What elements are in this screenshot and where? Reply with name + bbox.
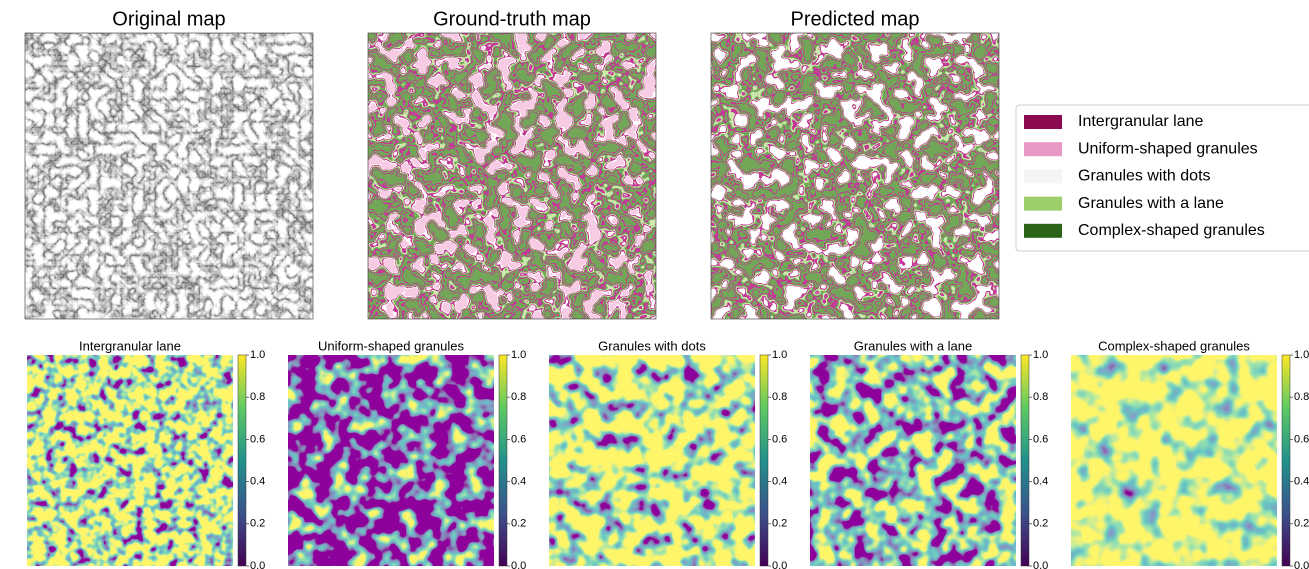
map-image xyxy=(368,33,656,319)
colorbar-tick-label: 0.0 xyxy=(511,560,526,569)
colorbar-tick-label: 0.6 xyxy=(1033,433,1048,445)
colorbar xyxy=(760,355,768,566)
colorbar-tick-label: 0.2 xyxy=(772,518,787,530)
colorbar-tick-label: 1.0 xyxy=(511,349,526,361)
probability-map xyxy=(288,355,494,566)
panel-title: Intergranular lane xyxy=(79,338,181,353)
probability-map xyxy=(27,355,233,566)
legend-swatch xyxy=(1024,142,1062,156)
colorbar-tick-label: 0.2 xyxy=(1033,518,1048,530)
colorbar-tick-label: 0.2 xyxy=(511,518,526,530)
colorbar-tick-label: 0.8 xyxy=(250,391,265,403)
colorbar-tick-label: 0.2 xyxy=(1294,518,1309,530)
legend-label: Granules with dots xyxy=(1078,168,1211,185)
colorbar-tick-label: 0.6 xyxy=(250,433,265,445)
colorbar-tick-label: 0.2 xyxy=(250,518,265,530)
colorbar xyxy=(1021,355,1029,566)
probability-map xyxy=(810,355,1016,566)
panel-title: Original map xyxy=(112,8,225,30)
panel-title: Uniform-shaped granules xyxy=(318,338,464,353)
colorbar-tick-label: 0.0 xyxy=(1033,560,1048,569)
map-image xyxy=(711,33,999,319)
colorbar-tick-label: 1.0 xyxy=(772,349,787,361)
legend-swatch xyxy=(1024,197,1062,211)
colorbar-tick-label: 1.0 xyxy=(1033,349,1048,361)
legend-label: Uniform-shaped granules xyxy=(1078,140,1258,157)
colorbar-tick-label: 0.4 xyxy=(511,476,526,488)
panel-title: Ground-truth map xyxy=(433,8,591,30)
colorbar-tick-label: 0.6 xyxy=(772,433,787,445)
colorbar-tick-label: 0.6 xyxy=(1294,433,1309,445)
legend-swatch xyxy=(1024,224,1062,238)
colorbar-tick-label: 0.4 xyxy=(772,476,787,488)
panel-title: Complex-shaped granules xyxy=(1098,338,1250,353)
probability-map xyxy=(1071,355,1277,566)
colorbar xyxy=(238,355,246,566)
colorbar-tick-label: 0.0 xyxy=(250,560,265,569)
colorbar-tick-label: 0.8 xyxy=(511,391,526,403)
colorbar-tick-label: 0.4 xyxy=(250,476,265,488)
panel-title: Granules with a lane xyxy=(854,338,973,353)
probability-map xyxy=(549,355,755,566)
colorbar-tick-label: 0.4 xyxy=(1294,476,1309,488)
page: Segmentation maps html, body { margin: 0… xyxy=(0,0,1309,569)
colorbar-tick-label: 1.0 xyxy=(250,349,265,361)
colorbar-tick-label: 0.8 xyxy=(772,391,787,403)
legend-swatch xyxy=(1024,115,1062,129)
figure: Original map Ground-truth map Predicted ma… xyxy=(0,0,1309,569)
colorbar-tick-label: 1.0 xyxy=(1294,349,1309,361)
map-image xyxy=(25,33,313,319)
legend-label: Granules with a lane xyxy=(1078,195,1224,212)
colorbar-tick-label: 0.6 xyxy=(511,433,526,445)
colorbar xyxy=(1282,355,1290,566)
colorbar-tick-label: 0.8 xyxy=(1033,391,1048,403)
body: { "top_panels": [ {"title": "Original ma… xyxy=(0,0,1309,569)
panel-title: Granules with dots xyxy=(598,338,706,353)
panel-title: Predicted map xyxy=(791,8,920,30)
colorbar xyxy=(499,355,507,566)
legend-label: Intergranular lane xyxy=(1078,113,1204,130)
colorbar-tick-label: 0.4 xyxy=(1033,476,1048,488)
legend-swatch xyxy=(1024,169,1062,183)
colorbar-tick-label: 0.8 xyxy=(1294,391,1309,403)
colorbar-tick-label: 0.0 xyxy=(772,560,787,569)
colorbar-tick-label: 0.0 xyxy=(1294,560,1309,569)
legend-label: Complex-shaped granules xyxy=(1078,222,1265,239)
